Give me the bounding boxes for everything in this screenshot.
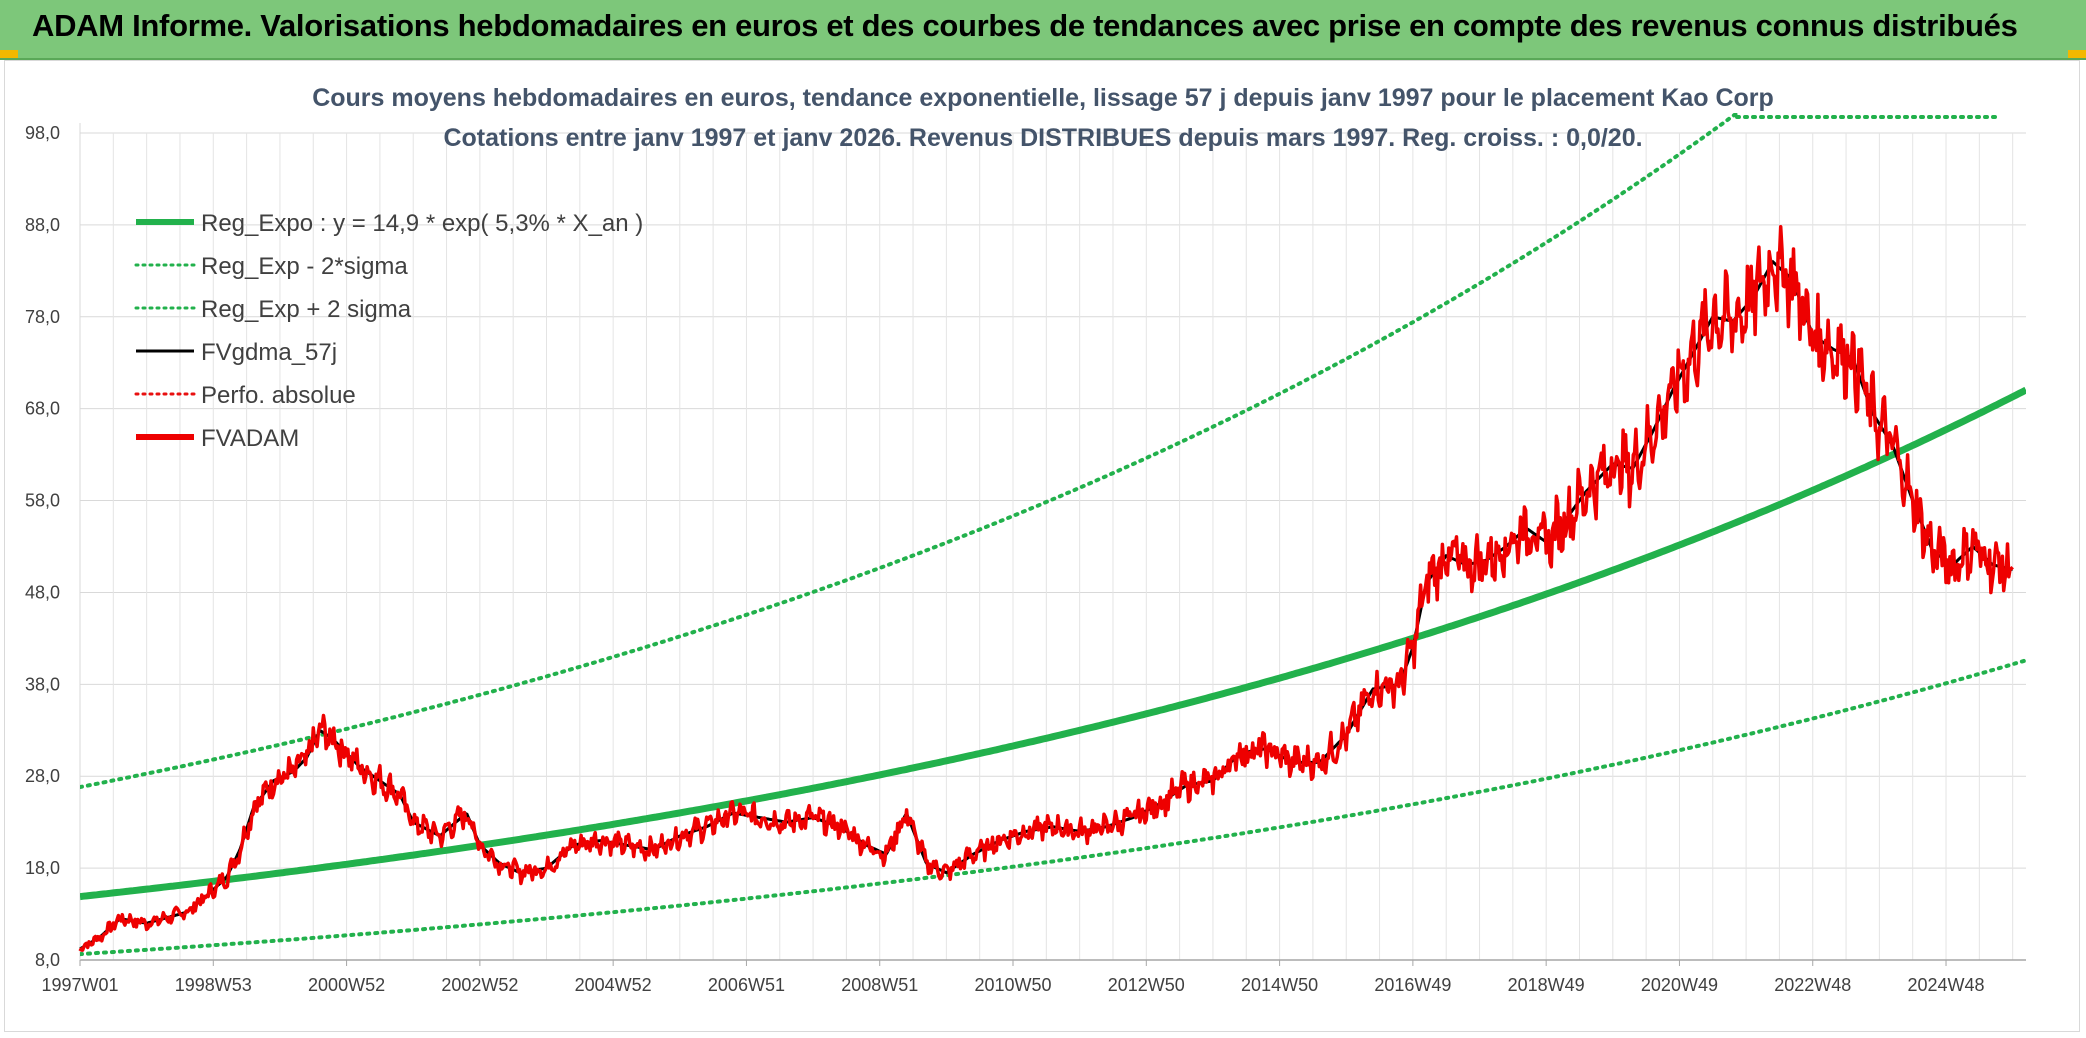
x-tick-label: 2018W49 [1508, 975, 1585, 995]
legend-label: FVgdma_57j [201, 339, 337, 366]
y-tick-label: 48,0 [25, 582, 60, 602]
x-tick-label: 2000W52 [308, 975, 385, 995]
series-reg-minus-2sigma [80, 658, 2026, 957]
chart-frame [4, 60, 2080, 1032]
series-reg-expo [80, 386, 2026, 901]
y-tick-label: 68,0 [25, 399, 60, 419]
y-tick-label: 88,0 [25, 215, 60, 235]
series-fvadam [78, 224, 2014, 952]
x-tick-label: 1998W53 [175, 975, 252, 995]
x-tick-label: 2014W50 [1241, 975, 1318, 995]
corner-accent-right [2068, 50, 2086, 58]
legend-label: Reg_Expo : y = 14,9 * exp( 5,3% * X_an ) [201, 210, 643, 237]
x-tick-label: 2006W51 [708, 975, 785, 995]
legend-label: Perfo. absolue [201, 382, 356, 409]
x-tick-label: 1997W01 [41, 975, 118, 995]
y-tick-label: 18,0 [25, 858, 60, 878]
y-tick-label: 98,0 [25, 123, 60, 143]
x-tick-label: 2022W48 [1774, 975, 1851, 995]
x-tick-label: 2010W50 [974, 975, 1051, 995]
x-tick-label: 2024W48 [1907, 975, 1984, 995]
x-tick-label: 2002W52 [441, 975, 518, 995]
x-tick-label: 2004W52 [575, 975, 652, 995]
y-tick-label: 78,0 [25, 307, 60, 327]
legend-label: FVADAM [201, 425, 299, 452]
legend-label: Reg_Exp - 2*sigma [201, 253, 408, 280]
report-banner: ADAM Informe. Valorisations hebdomadaire… [0, 0, 2086, 60]
x-tick-label: 2008W51 [841, 975, 918, 995]
x-tick-label: 2012W50 [1108, 975, 1185, 995]
y-tick-label: 28,0 [25, 766, 60, 786]
legend-label: Reg_Exp + 2 sigma [201, 296, 412, 323]
chart-subtitle: Cotations entre janv 1997 et janv 2026. … [443, 124, 1643, 152]
y-tick-label: 8,0 [35, 950, 60, 970]
report-title: ADAM Informe. Valorisations hebdomadaire… [32, 8, 2018, 43]
x-tick-label: 2016W49 [1374, 975, 1451, 995]
y-tick-label: 58,0 [25, 491, 60, 511]
series-reg-plus-2sigma [80, 113, 1741, 790]
chart-title: Cours moyens hebdomadaires en euros, ten… [312, 84, 1774, 112]
x-axis: 1997W01 1998W53 2000W52 2002W52 2004W52 2006W… [41, 123, 2026, 995]
x-tick-label: 2020W49 [1641, 975, 1718, 995]
legend: Reg_Expo : y = 14,9 * exp( 5,3% * X_an )… [134, 210, 643, 452]
series-layer [78, 113, 2026, 957]
y-axis: 8,0 18,0 28,0 38,0 48,0 58,0 68,0 78,0 88,0 98,0 [25, 123, 60, 970]
corner-accent-left [0, 50, 18, 58]
y-tick-label: 38,0 [25, 674, 60, 694]
